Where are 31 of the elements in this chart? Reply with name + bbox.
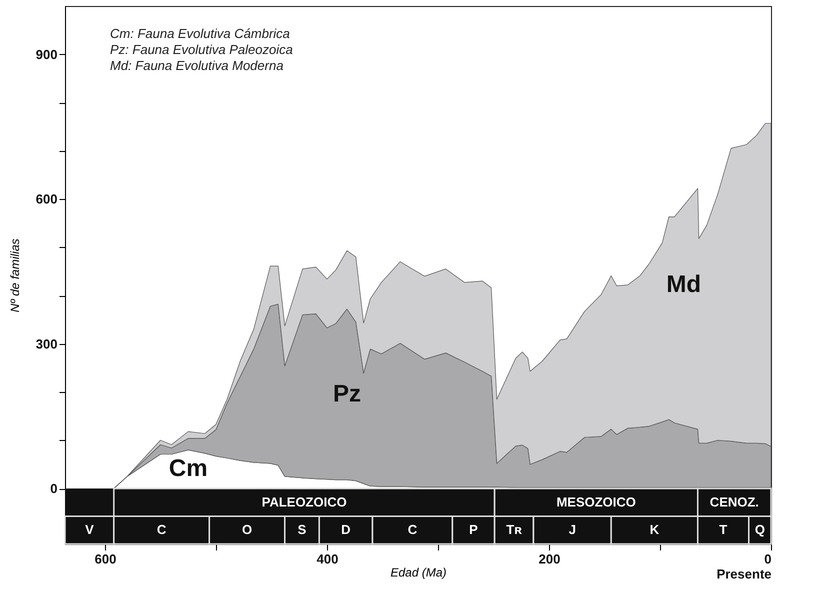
y-tick-label: 600 (36, 192, 58, 207)
annotation: Pz: Fauna Evolutiva Paleozoica (110, 42, 293, 57)
y-tick-label: 0 (50, 481, 58, 496)
band-label: PALEOZOICO (262, 494, 347, 510)
band-label: K (650, 522, 660, 538)
x-tick-label: 0 Presente (716, 552, 772, 582)
x-tick-label: 200 (538, 552, 560, 566)
x-tick-label: 400 (316, 552, 338, 566)
x-axis-title: Edad (Ma) (390, 566, 447, 580)
band-label: O (242, 522, 252, 538)
annotation: Md: Fauna Evolutiva Moderna (110, 58, 284, 73)
y-tick-label: 300 (36, 336, 58, 352)
band-label: V (85, 522, 94, 538)
band-label: J (568, 522, 576, 538)
band-label: S (298, 522, 307, 538)
band-label: D (341, 522, 351, 538)
band-label: MESOZOICO (556, 494, 636, 510)
band-label: CENOZ. (710, 494, 759, 510)
band-label: C (408, 522, 418, 538)
band-label: Q (754, 522, 765, 538)
series-label: Pz (332, 380, 361, 408)
y-axis-title: Nº de familias (8, 238, 22, 312)
y-tick-label: 900 (36, 46, 58, 62)
series-label: Cm (168, 455, 208, 482)
band-label: P (469, 522, 478, 538)
annotation: Cm: Fauna Evolutiva Cámbrica (110, 26, 290, 41)
x-tick-label: 600 (94, 552, 116, 566)
band-label: T (719, 522, 728, 538)
band-label: C (156, 522, 167, 538)
series-label: Md (666, 270, 701, 298)
band-label: Tʀ (506, 522, 522, 538)
